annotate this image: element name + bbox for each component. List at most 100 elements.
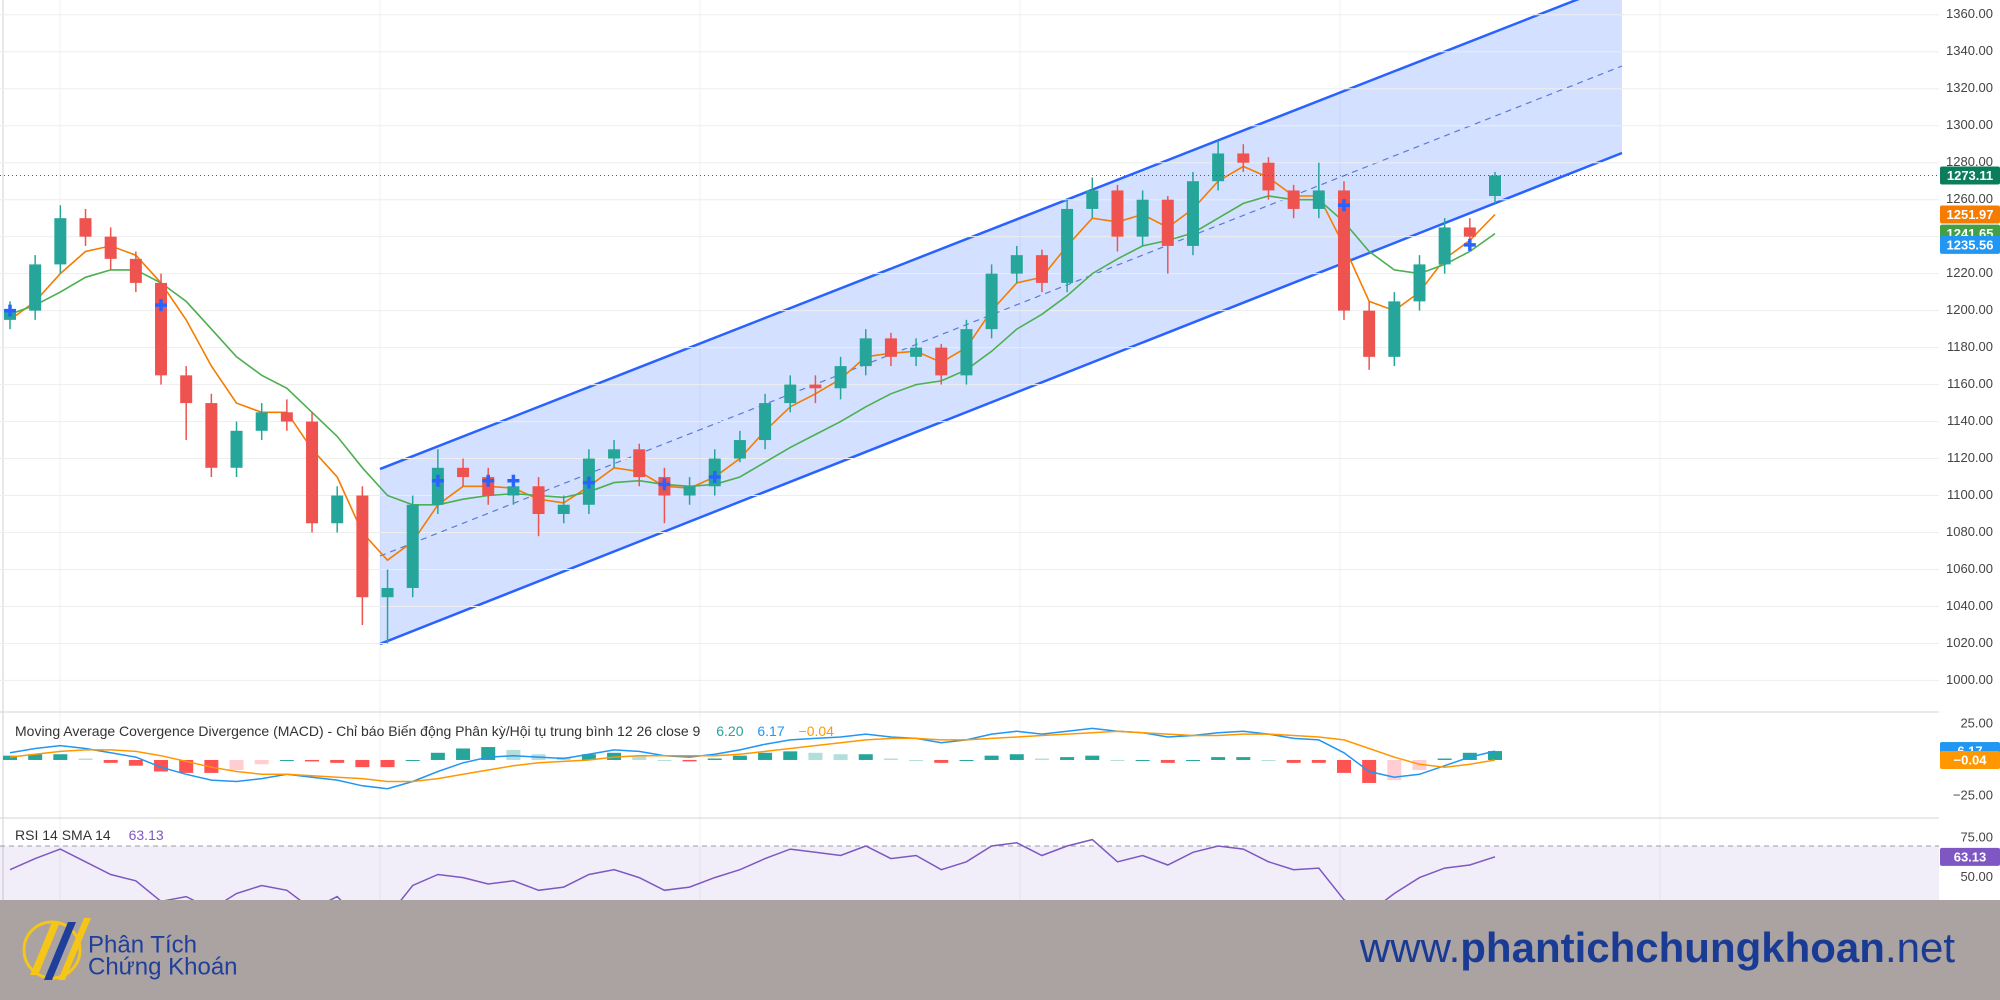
histogram-bar [934,759,949,763]
y-tick-label: 1200.00 [1946,302,1993,317]
candle-body [1237,153,1250,163]
histogram-bar [1135,759,1150,761]
histogram-bar [707,758,722,760]
candle-body [1262,162,1275,191]
candle-body [884,338,897,357]
histogram-bar [758,752,773,760]
y-tick-label: 1180.00 [1947,339,1993,354]
histogram-bar [305,759,320,762]
histogram-bar [1437,758,1452,760]
candle-body [608,449,621,459]
candle-body [1161,199,1174,246]
candle-body [1388,301,1401,357]
histogram-bar [1336,759,1351,773]
price-axis: 1000.00 1020.00 1040.00 1060.00 1080.00 1100.… [1940,6,2000,884]
y-tick-label: 1260.00 [1946,191,1993,206]
logo-stripe [44,922,76,980]
rsi-legend: RSI 14 SMA 14 63.13 [15,827,164,843]
candle-body [1061,208,1074,283]
candle-body [255,412,268,431]
histogram-bar [279,759,294,761]
histogram-bar [1085,755,1100,760]
candle-body [1463,227,1476,237]
histogram-bar [78,758,93,760]
histogram-bar [355,759,370,768]
histogram-bar [1311,759,1326,763]
histogram-bar [3,755,17,760]
candle-body [1438,227,1451,265]
y-tick-label: 1000.00 [1946,672,1993,687]
rsi-band [0,845,1939,900]
channel-lower [379,151,1623,646]
histogram-bar [1009,754,1024,760]
y-tick-label: 1080.00 [1946,524,1993,539]
histogram-bar [1110,759,1125,761]
cross-marker [1463,238,1476,251]
candle-body [1363,310,1376,357]
y-tick-label: 1120.00 [1947,450,1993,465]
histogram-bar [883,758,898,760]
histogram-bar [833,754,848,760]
histogram-bar [1387,759,1402,781]
y-tick-label: 75.00 [1960,829,1993,844]
value-label-box [1940,166,2000,185]
candle-body [205,403,218,468]
histogram-bar [456,748,471,760]
histogram-bar [254,759,269,765]
candle-body [155,282,168,376]
candle-body [129,258,142,283]
candle-body [633,449,646,478]
logo-stripe [30,922,60,975]
y-tick-label: 1060.00 [1946,561,1993,576]
histogram-bar [1286,759,1301,763]
candle-body [859,338,872,367]
value-label-box [1940,205,2000,224]
value-label-box [1940,751,2000,770]
y-tick-label: 1280.00 [1946,154,1993,169]
histogram-bar [858,754,873,760]
y-tick-label: 25.00 [1960,715,1993,730]
candle-body [29,264,42,311]
candle-body [306,421,319,524]
channel-fill [380,0,1622,644]
candle-body [784,384,797,404]
candle-body [532,486,545,515]
macd-legend-value: 6.17 [757,723,784,739]
cross-marker [1337,199,1350,212]
value-label: −0.04 [1954,752,1988,767]
candle-body [280,412,293,422]
histogram-bar [808,752,823,760]
candle-body [1337,190,1350,311]
histogram-bar [128,759,143,766]
candle-body [79,218,92,237]
cross-marker [507,474,520,487]
moving-average [9,195,1496,506]
y-tick-label: 1360.00 [1946,6,1993,21]
rsi-title: RSI 14 SMA 14 [15,827,111,843]
background [0,0,2000,900]
histogram-bar [28,754,43,760]
histogram-bar [1185,759,1200,761]
y-tick-label: 1140.00 [1947,413,1993,428]
y-tick-label: 1340.00 [1946,43,1993,58]
histogram-bar [657,759,672,761]
candle-body [1136,199,1149,237]
logo-text: Phân Tích [88,931,197,958]
histogram-bar [1034,758,1049,760]
histogram-bar [1488,751,1502,760]
histogram-bar [1160,759,1175,763]
candle-body [733,440,746,459]
histogram-bar [154,759,169,772]
histogram-bar [53,754,68,760]
y-tick-label: 1320.00 [1946,80,1993,95]
histogram-bar [732,755,747,760]
vertical-grid [59,0,1661,900]
cross-marker [708,471,721,484]
y-tick-label: 1100.00 [1947,487,1993,502]
cross-marker [482,474,495,487]
candle-body [759,403,772,441]
cross-marker [658,478,671,491]
candle-body [683,486,696,496]
candle-body [910,347,923,357]
